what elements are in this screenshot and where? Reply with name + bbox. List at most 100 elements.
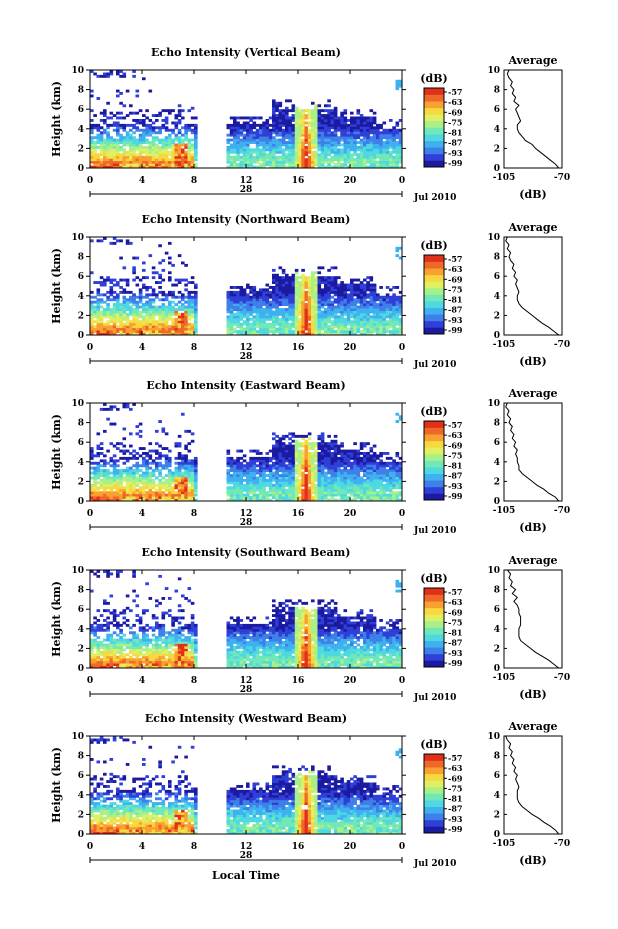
heatmap-cell [320,136,325,140]
heatmap-cell [184,330,188,333]
heatmap-cell [161,476,166,480]
heatmap-cell [298,123,302,127]
heatmap-cell [359,121,364,125]
heatmap-cell [350,111,354,115]
heatmap-cell [135,121,140,125]
colorbar-segment [424,127,444,135]
heatmap-cell [291,317,296,321]
heatmap-cell [317,286,322,289]
heatmap-cell [307,158,312,162]
heatmap-cell [327,136,331,140]
heatmap-cell [398,84,403,88]
heatmap-cell [288,444,292,448]
heatmap-cell [262,483,266,487]
heatmap-cell [346,145,351,149]
heatmap-cell [246,116,250,120]
heatmap-cell [259,496,263,499]
heatmap-cell [395,158,400,162]
heatmap-cell [181,298,185,302]
heatmap-cell [314,295,318,299]
heatmap-cell [359,123,364,127]
heatmap-cell [135,310,140,314]
heatmap-cell [246,464,250,468]
heatmap-cell [275,143,279,147]
heatmap-cell [262,123,266,127]
heatmap-cell [324,148,328,152]
heatmap-cell [340,298,344,302]
heatmap-cell [363,145,367,149]
heatmap-cell [164,432,169,436]
heatmap-cell [311,163,315,166]
heatmap-cell [226,148,231,152]
heatmap-cell [307,474,312,477]
heatmap-cell [265,128,270,132]
heatmap-cell [330,150,335,154]
heatmap-cell [145,160,149,164]
heatmap-cell [317,165,322,169]
heatmap-cell [366,300,370,304]
heatmap-cell [125,305,130,309]
heatmap-cell [320,290,325,294]
heatmap-cell [363,327,367,331]
heatmap-cell [382,155,387,159]
heatmap-cell [239,481,244,485]
heatmap-cell [229,498,234,502]
heatmap-cell [398,312,403,316]
heatmap-cell [281,496,286,499]
heatmap-cell [314,128,318,132]
heatmap-cell [168,138,172,142]
heatmap-cell [145,461,149,465]
heatmap-cell [340,138,344,142]
heatmap-cell [330,303,335,306]
heatmap-cell [132,498,136,502]
heatmap-cell [353,488,357,492]
heatmap-cell [343,143,348,147]
heatmap-cell [106,308,110,311]
heatmap-cell [346,317,351,321]
heatmap-cell [103,281,107,284]
heatmap-cell [135,488,140,492]
heatmap-cell [385,131,390,135]
heatmap-cell [242,153,247,157]
heatmap-cell [112,466,117,470]
heatmap-cell [330,109,335,113]
heatmap-cell [151,160,156,164]
heatmap-cell [132,268,136,272]
heatmap-cell [158,290,162,294]
heatmap-cell [226,303,231,306]
heatmap-cell [353,293,357,297]
heatmap-cell [320,295,325,299]
heatmap-cell [333,471,338,475]
heatmap-cell [389,305,393,309]
heatmap-cell [194,148,198,152]
heatmap-cell [281,138,286,142]
heatmap-cell [372,303,377,306]
heatmap-cell [242,332,247,336]
heatmap-cell [158,332,162,336]
heatmap-cell [177,281,182,284]
heatmap-cell [363,126,367,130]
heatmap-cell [327,486,331,490]
heatmap-cell [145,308,149,311]
heatmap-cell [275,444,279,448]
heatmap-cell [181,158,185,162]
heatmap-cell [190,163,195,166]
heatmap-cell [151,312,156,316]
heatmap-cell [255,136,260,140]
heatmap-cell [392,295,396,299]
heatmap-cell [246,148,250,152]
heatmap-cell [398,158,403,162]
heatmap-cell [246,330,250,333]
heatmap-cell [398,308,403,311]
heatmap-cell [389,330,393,333]
heatmap-cell [122,308,127,311]
heatmap-cell [356,126,361,130]
heatmap-cell [164,141,169,144]
heatmap-cell [392,145,396,149]
heatmap-cell [129,407,133,411]
heatmap-cell [99,145,104,149]
heatmap-cell [255,295,260,299]
heatmap-cell [142,141,146,144]
heatmap-cell [385,293,390,297]
heatmap-cell [398,290,403,294]
